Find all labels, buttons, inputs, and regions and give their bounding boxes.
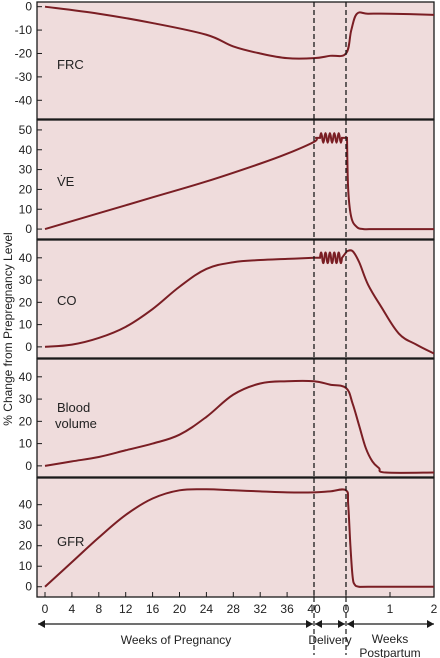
delivery-arrow-head-left [315,620,322,628]
curves-layer [44,5,435,588]
delivery-arrow-head-right [338,620,345,628]
x-tick-label: 0 [42,602,49,616]
pregnancy-arrow-head-left [38,620,45,628]
y-tick-label: 30 [19,273,33,287]
y-tick-label: 30 [19,518,33,532]
y-tick-label: 40 [19,370,33,384]
y-axis-label: % Change from Prepregnancy Level [1,232,15,425]
panels-layer [36,1,435,598]
panel-co [36,239,435,359]
panel-ve [36,119,435,240]
x-tick-label: 32 [254,602,268,616]
y-tick-label: 0 [25,459,32,473]
y-tick-label: 40 [19,143,33,157]
x-tick-label: 4 [69,602,76,616]
pregnancy-arrow-head-right [306,620,313,628]
series-line-gfr [44,488,434,588]
series-line-co [44,249,435,355]
panel-label-blood-volume: Blood volume [55,400,97,431]
x-tick-label: 12 [119,602,133,616]
y-tick-label: 10 [19,559,33,573]
y-tick-label: 30 [19,392,33,406]
x-tick-label: 28 [227,602,241,616]
x-tick-label: 8 [95,602,102,616]
y-tick-label: 50 [19,123,33,137]
panel-label-ve: V̇E [57,174,75,189]
x-tick-label: 2 [431,602,438,616]
y-tick-label: 10 [19,437,33,451]
y-tick-label: 20 [19,182,33,196]
y-tick-label: 10 [19,318,33,332]
y-tick-label: 0 [25,340,32,354]
panel-frc [36,1,435,120]
y-tick-label: -10 [15,23,33,37]
section-label-postpartum: Weeks Postpartum [359,632,420,658]
postpartum-arrow-head-right [427,620,434,628]
y-tick-label: 0 [25,580,32,594]
panel-label-co: CO [57,293,77,308]
panel-label-gfr: GFR [57,534,84,549]
x-tick-label: 16 [146,602,160,616]
y-tick-label: 20 [19,295,33,309]
y-tick-label: 0 [25,0,32,14]
x-tick-label: 36 [280,602,294,616]
y-tick-label: -20 [15,46,33,60]
series-line-blood-volume [44,379,435,474]
y-tick-label: 40 [19,251,33,265]
y-tick-label: 20 [19,414,33,428]
panel-blood-volume [36,358,435,478]
dividers-layer [313,2,347,597]
y-tick-label: 10 [19,202,33,216]
panel-gfr [36,477,435,598]
x-axis: 0481216202428323640120Weeks of Pregnancy… [38,592,438,658]
x-tick-label: 20 [173,602,187,616]
series-line-ve [44,132,434,231]
x-tick-label: 24 [200,602,214,616]
y-tick-label: 40 [19,498,33,512]
section-label-pregnancy: Weeks of Pregnancy [121,633,232,647]
ticks-layer: 0 -10 -20 -30 -40 FRC 0 10 20 30 40 50 V̇E 0 10 20 30 40 C… [15,0,97,594]
y-tick-label: 0 [25,222,32,236]
postpartum-arrow-head-left [347,620,354,628]
y-tick-label: 30 [19,163,33,177]
y-tick-label: -40 [15,93,33,107]
panel-label-frc: FRC [57,57,84,72]
y-tick-label: -30 [15,70,33,84]
y-tick-label: 20 [19,539,33,553]
section-label-delivery: Delivery [308,633,351,647]
x-tick-label: 1 [387,602,394,616]
